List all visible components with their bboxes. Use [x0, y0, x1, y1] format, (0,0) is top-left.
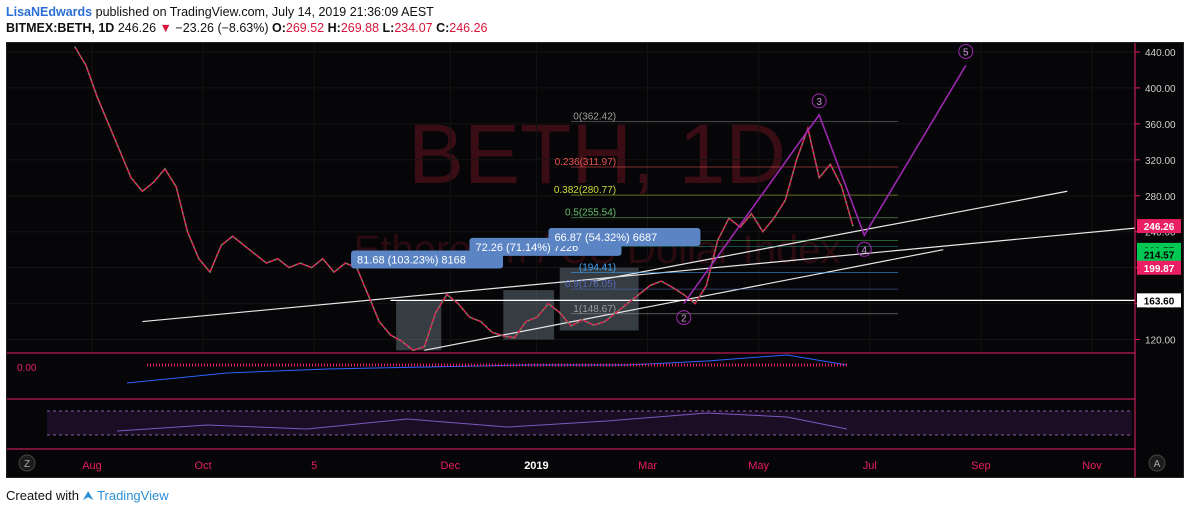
high-value: 269.88 [340, 21, 380, 35]
symbol-name: BITMEX:BETH, 1D [6, 21, 115, 35]
low-label: L: [382, 21, 395, 35]
x-tick-label: Sep [971, 460, 991, 472]
price-label: 163.60 [1144, 296, 1175, 307]
y-tick-label: 240.00 [1145, 228, 1176, 239]
footer: Created with ⮝ TradingView [6, 488, 169, 504]
wave-label-circle [811, 93, 827, 109]
fib-level-label: (194.41) [579, 263, 616, 274]
chart-area[interactable]: BETH, 1D Ethereum / US Dollar Index 0(36… [6, 42, 1184, 478]
price-change: −23.26 (−8.63%) [175, 21, 269, 35]
oscillator-line [126, 354, 848, 384]
wave-label-circle [958, 43, 974, 59]
wave-label: 3 [816, 97, 822, 108]
author-link[interactable]: LisaNEdwards [6, 5, 93, 19]
measure-label-bg [351, 250, 504, 269]
measure-box [503, 290, 555, 340]
publish-info: published on TradingView.com, July 14, 2… [95, 5, 434, 19]
timezone-button[interactable] [18, 454, 36, 472]
price-label: 246.26 [1144, 222, 1175, 233]
measure-label-bg [548, 227, 701, 246]
price-label-bg [1137, 260, 1181, 275]
last-price: 246.26 [117, 21, 157, 35]
oscillator-value: 0.00 [17, 363, 37, 374]
fib-level-label: 0.236(311.97) [555, 157, 617, 168]
price-label: 214.57 [1144, 251, 1175, 262]
x-tick-label: Aug [82, 460, 102, 472]
fib-level-label: 0(362.42) [573, 112, 616, 123]
rsi-line [116, 412, 848, 432]
price-series [74, 46, 854, 352]
wave-label-circle [856, 241, 872, 257]
price-chart[interactable]: BETH, 1D Ethereum / US Dollar Index 0(36… [7, 43, 1183, 477]
y-tick-label: 360.00 [1145, 120, 1176, 131]
close-value: 246.26 [449, 21, 488, 35]
fib-level-label: 1(148.67) [573, 304, 616, 315]
trend-line [142, 227, 1136, 323]
x-tick-label: 5 [311, 460, 317, 472]
down-arrow-icon: ▼ [159, 21, 172, 35]
measure-label: 81.68 (103.23%) 8168 [357, 254, 466, 266]
tradingview-link[interactable]: TradingView [97, 488, 169, 503]
x-tick-label: Oct [195, 460, 212, 472]
x-tick-label: 2019 [524, 460, 548, 472]
y-tick-label: 320.00 [1145, 156, 1176, 167]
x-tick-label: Dec [441, 460, 461, 472]
auto-scale-button[interactable] [1148, 454, 1166, 472]
wave-label: 5 [963, 47, 969, 58]
y-tick-label: 440.00 [1145, 48, 1176, 59]
price-label-bg [1137, 247, 1181, 262]
zoom-icon: Z [24, 459, 30, 470]
elliott-wave-path [683, 65, 967, 305]
measure-box [559, 267, 639, 331]
price-label: 199.87 [1144, 264, 1175, 275]
high-label: H: [327, 21, 341, 35]
x-tick-label: May [748, 460, 769, 472]
y-tick-label: 280.00 [1145, 192, 1176, 203]
auto-icon: A [1154, 459, 1161, 470]
open-value: 269.52 [285, 21, 325, 35]
price-label-bg [1137, 293, 1181, 308]
publish-line: LisaNEdwards published on TradingView.co… [6, 4, 1182, 20]
open-label: O: [272, 21, 286, 35]
fib-level-label: 0.5(255.54) [565, 208, 616, 219]
x-tick-label: Jul [863, 460, 877, 472]
x-tick-label: Nov [1082, 460, 1102, 472]
chart-header: LisaNEdwards published on TradingView.co… [6, 4, 1182, 40]
y-tick-label: 120.00 [1145, 336, 1176, 347]
wave-label: 4 [861, 245, 867, 256]
measure-label: 66.87 (54.32%) 6687 [554, 232, 657, 244]
created-with-label: Created with [6, 488, 79, 503]
rsi-band [47, 411, 1132, 435]
price-label-bg [1137, 219, 1181, 234]
low-value: 234.07 [394, 21, 433, 35]
watermark-symbol: BETH, 1D [408, 107, 786, 201]
tradingview-logo-icon[interactable]: ⮝ [82, 488, 94, 503]
trend-line [593, 190, 1068, 282]
symbol-line: BITMEX:BETH, 1D 246.26 ▼ −23.26 (−8.63%)… [6, 20, 1182, 36]
close-label: C: [436, 21, 450, 35]
fib-level-label: 0.9(176.05) [565, 279, 616, 290]
fib-level-label: 0.382(280.77) [554, 185, 616, 196]
wave-label: 2 [681, 314, 687, 325]
wave-label-circle [676, 310, 692, 326]
x-tick-label: Mar [638, 460, 657, 472]
y-tick-label: 400.00 [1145, 84, 1176, 95]
